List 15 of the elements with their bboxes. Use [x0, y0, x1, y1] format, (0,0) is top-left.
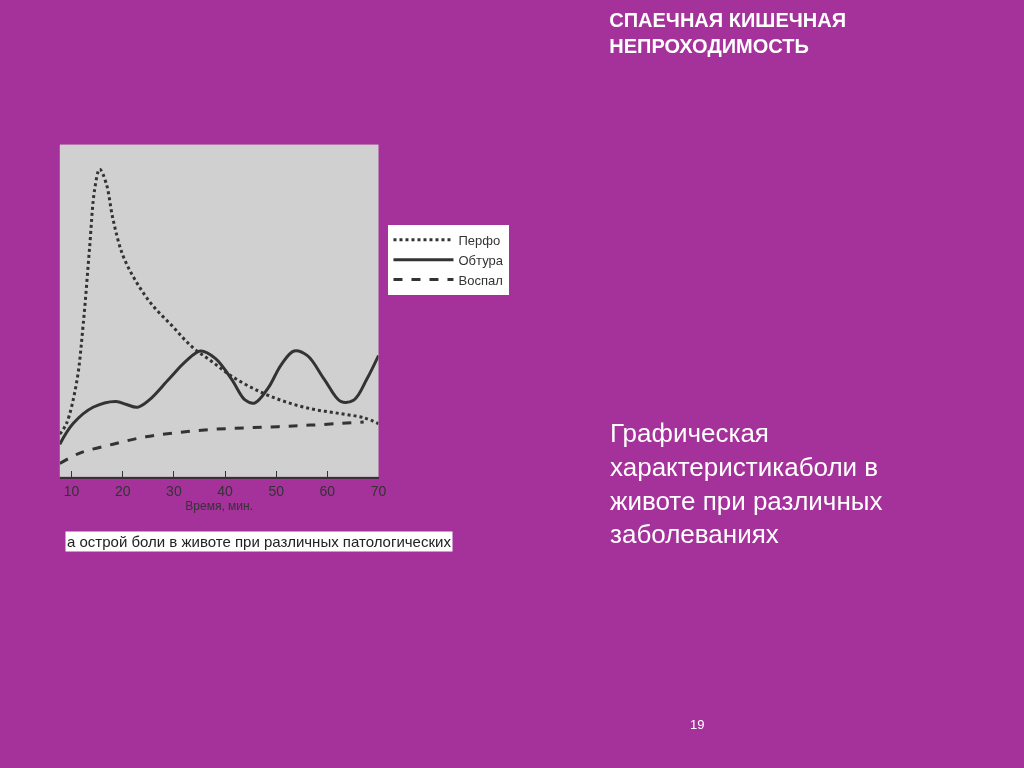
x-axis-title: Время, мин.: [185, 499, 253, 513]
x-tick-label: 10: [63, 482, 80, 499]
x-tick-label: 60: [319, 482, 336, 499]
x-tick-label: 30: [166, 482, 182, 499]
text: 19: [690, 717, 705, 732]
x-tick-label: 20: [114, 482, 131, 499]
x-tick-label: 50: [268, 482, 285, 499]
x-tick-label: 40: [217, 482, 234, 499]
legend-label: Воспал: [458, 272, 503, 288]
legend-label: Обтура: [458, 252, 504, 268]
legend-label: Перфо: [458, 232, 501, 248]
text: а острой боли в животе при различных патологических: [67, 533, 452, 550]
text: СПАЕЧНАЯ КИШЕЧНАЯ НЕПРОХОДИМОСТЬ: [609, 8, 847, 57]
x-tick-label: 70: [370, 482, 387, 499]
text: Графическая характеристикаболи в животе при различных заболеваниях: [610, 418, 883, 550]
